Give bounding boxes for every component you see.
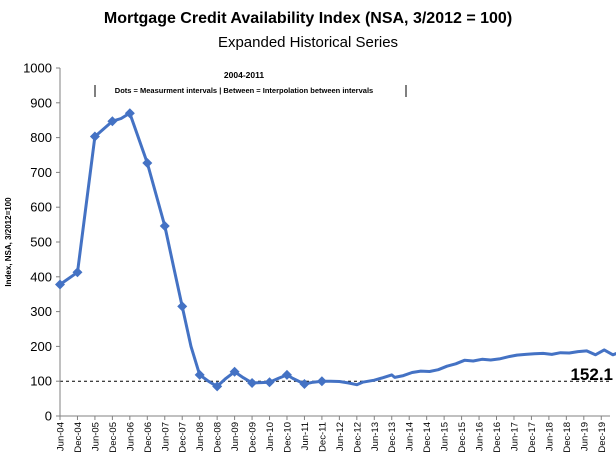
axes bbox=[56, 67, 610, 420]
annotation-heading: 2004-2011 bbox=[224, 70, 264, 80]
y-tick-label: 1000 bbox=[23, 61, 52, 76]
x-tick-label: Dec-14 bbox=[422, 422, 433, 453]
chart-title: Mortgage Credit Availability Index (NSA,… bbox=[104, 10, 512, 27]
data-point-marker bbox=[281, 369, 292, 380]
x-tick-label: Dec-17 bbox=[527, 422, 538, 453]
data-point-marker bbox=[264, 377, 275, 388]
x-tick-label: Jun-10 bbox=[265, 422, 276, 451]
x-tick-label: Dec-05 bbox=[108, 422, 119, 453]
x-tick-label: Dec-07 bbox=[178, 422, 189, 453]
data-point-marker bbox=[212, 381, 223, 392]
data-point-marker bbox=[299, 378, 310, 389]
x-tick-label: Dec-18 bbox=[562, 422, 573, 453]
x-tick-label: Jun-05 bbox=[90, 422, 101, 451]
data-point-marker bbox=[55, 279, 65, 290]
data-point-marker bbox=[142, 158, 153, 169]
y-tick-label: 100 bbox=[30, 374, 52, 389]
x-tick-label: Jun-08 bbox=[195, 422, 206, 451]
y-tick-label: 800 bbox=[30, 130, 52, 145]
x-tick-label: Dec-06 bbox=[143, 422, 154, 453]
series-line-group bbox=[58, 111, 616, 388]
x-tick-label: Dec-12 bbox=[352, 422, 363, 453]
annotation-box: 2004-2011 Dots = Measurment intervals | … bbox=[94, 70, 407, 97]
data-point-marker bbox=[124, 108, 135, 119]
x-tick-label: Jun-04 bbox=[56, 422, 67, 451]
y-tick-label: 500 bbox=[30, 235, 52, 250]
x-tick-label: Jun-18 bbox=[544, 422, 555, 451]
x-tick-label: Jun-14 bbox=[405, 422, 416, 451]
x-tick-label: Jun-09 bbox=[230, 422, 241, 451]
y-tick-label: 900 bbox=[30, 95, 52, 110]
x-tick-label: Jun-06 bbox=[125, 422, 136, 451]
data-point-marker bbox=[89, 131, 100, 142]
y-tick-label: 700 bbox=[30, 165, 52, 180]
y-tick-label: 200 bbox=[30, 339, 52, 354]
x-tick-label: Dec-09 bbox=[248, 422, 259, 453]
x-tick-label: Dec-04 bbox=[73, 422, 84, 453]
x-tick-label: Dec-16 bbox=[492, 422, 503, 453]
x-tick-label: Dec-10 bbox=[282, 422, 293, 453]
data-point-marker bbox=[194, 369, 205, 380]
data-point-marker bbox=[72, 267, 83, 278]
x-tick-labels: Jun-04 Dec-04 Jun-05 Dec-05 Jun-06 Dec-06 Jun-… bbox=[56, 422, 608, 453]
y-tick-label: 300 bbox=[30, 304, 52, 319]
y-tick-labels: 0 100 200 300 400 500 600 700 800 900 1000 bbox=[23, 61, 52, 424]
data-point-marker bbox=[177, 301, 188, 312]
y-tick-label: 0 bbox=[45, 409, 52, 424]
data-point-marker bbox=[159, 220, 170, 231]
x-tick-label: Dec-08 bbox=[213, 422, 224, 453]
x-tick-label: Dec-11 bbox=[317, 422, 328, 452]
x-tick-label: Dec-15 bbox=[457, 422, 468, 453]
x-tick-label: Jun-13 bbox=[370, 422, 381, 451]
end-value-label: 152.1 bbox=[570, 365, 613, 384]
x-tick-label: Dec-19 bbox=[597, 422, 608, 453]
annotation-text: Dots = Measurment intervals | Between = … bbox=[115, 86, 373, 95]
x-tick-label: Jun-16 bbox=[475, 422, 486, 451]
x-tick-label: Jun-19 bbox=[579, 422, 590, 451]
data-point-marker bbox=[229, 366, 240, 377]
x-tick-label: Jun-17 bbox=[509, 422, 520, 451]
y-tick-label: 600 bbox=[30, 200, 52, 215]
x-tick-label: Jun-07 bbox=[160, 422, 171, 451]
chart-subtitle: Expanded Historical Series bbox=[218, 34, 398, 51]
y-tick-label: 400 bbox=[30, 269, 52, 284]
series-markers bbox=[55, 108, 327, 392]
y-axis-label: Index, NSA, 3/2012=100 bbox=[4, 197, 13, 287]
x-tick-label: Jun-12 bbox=[335, 422, 346, 451]
series-line bbox=[58, 111, 616, 388]
x-tick-label: Jun-15 bbox=[440, 422, 451, 451]
data-point-marker bbox=[247, 377, 258, 388]
data-point-marker bbox=[107, 116, 118, 127]
x-tick-label: Jun-11 bbox=[300, 422, 311, 450]
data-point-marker bbox=[316, 376, 327, 387]
x-tick-label: Dec-13 bbox=[387, 422, 398, 453]
